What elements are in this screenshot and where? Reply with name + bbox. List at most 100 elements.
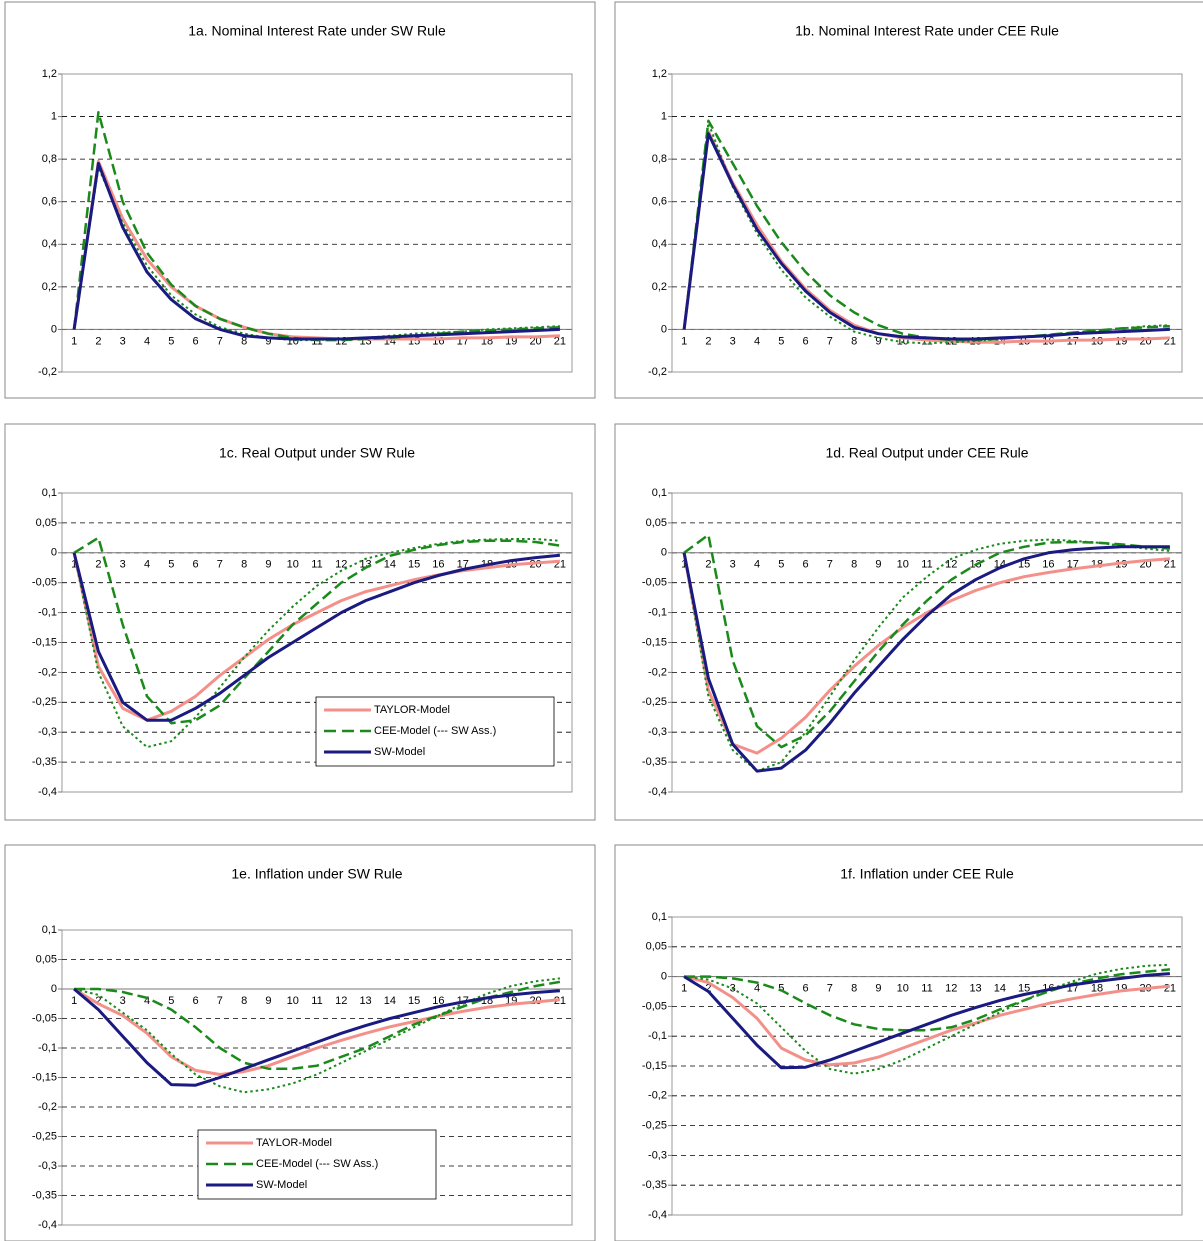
x-tick-label: 7	[827, 335, 833, 347]
x-tick-label: 9	[265, 559, 271, 571]
y-tick-label: 1	[51, 110, 57, 122]
y-tick-label: 0,4	[42, 238, 57, 250]
x-tick-label: 2	[705, 559, 711, 571]
series-line	[684, 968, 1171, 1032]
x-tick-label: 1	[681, 983, 687, 995]
y-tick-label: -0,2	[648, 1090, 667, 1102]
x-tick-label: 7	[217, 335, 223, 347]
y-tick-label: -0,35	[32, 1189, 57, 1201]
y-tick-label: 0	[51, 547, 57, 559]
series-line	[683, 975, 1171, 1067]
x-tick-label: 7	[827, 559, 833, 571]
x-tick-label: 3	[120, 335, 126, 347]
y-tick-label: -0,3	[648, 1149, 667, 1161]
y-tick-label: 0,6	[42, 196, 57, 208]
y-tick-label: -0,15	[32, 1071, 57, 1083]
x-tick-label: 14	[384, 559, 396, 571]
x-tick-label: 21	[1164, 559, 1176, 571]
x-tick-label: 6	[803, 335, 809, 347]
x-tick-label: 10	[287, 995, 299, 1007]
y-tick-label: 0,1	[652, 487, 667, 499]
x-tick-label: 2	[95, 335, 101, 347]
y-tick-label: -0,4	[38, 786, 57, 798]
x-tick-label: 1	[71, 559, 77, 571]
y-tick-label: 0,2	[42, 281, 57, 293]
y-tick-label: 0,2	[652, 281, 667, 293]
x-tick-label: 19	[1115, 335, 1127, 347]
x-tick-label: 5	[168, 335, 174, 347]
y-tick-label: -0,15	[642, 636, 667, 648]
x-tick-label: 1	[681, 335, 687, 347]
series-line	[73, 538, 560, 749]
x-tick-label: 9	[875, 559, 881, 571]
x-tick-label: 8	[851, 335, 857, 347]
x-tick-label: 8	[241, 559, 247, 571]
x-tick-label: 21	[1164, 983, 1176, 995]
chart-title: 1a. Nominal Interest Rate under SW Rule	[188, 23, 446, 39]
legend-label: TAYLOR-Model	[374, 704, 450, 716]
x-tick-label: 12	[945, 559, 957, 571]
y-tick-label: -0,35	[32, 756, 57, 768]
series-line	[72, 552, 561, 722]
x-tick-label: 3	[120, 559, 126, 571]
x-tick-label: 4	[754, 559, 760, 571]
x-tick-label: 2	[705, 335, 711, 347]
series-line	[683, 972, 1171, 1070]
x-tick-label: 13	[969, 983, 981, 995]
x-tick-label: 9	[265, 995, 271, 1007]
x-tick-label: 1	[71, 995, 77, 1007]
y-tick-label: -0,3	[38, 726, 57, 738]
x-tick-label: 10	[897, 559, 909, 571]
plot-area	[61, 73, 573, 373]
y-tick-label: -0,1	[648, 1030, 667, 1042]
y-tick-label: -0,05	[32, 577, 57, 589]
y-tick-label: 0,1	[652, 911, 667, 923]
legend-label: SW-Model	[256, 1179, 307, 1191]
y-tick-label: 1,2	[652, 68, 667, 80]
y-tick-label: 0,8	[652, 153, 667, 165]
x-tick-label: 1	[71, 335, 77, 347]
x-tick-label: 11	[311, 995, 322, 1007]
y-tick-label: 1,2	[42, 68, 57, 80]
x-tick-label: 15	[408, 995, 420, 1007]
series-line	[74, 980, 561, 1070]
y-tick-label: -0,3	[38, 1160, 57, 1172]
x-tick-label: 9	[875, 335, 881, 347]
x-tick-label: 6	[193, 559, 199, 571]
y-tick-label: -0,1	[38, 1042, 57, 1054]
x-tick-label: 5	[778, 559, 784, 571]
y-tick-label: -0,05	[642, 1000, 667, 1012]
x-tick-label: 21	[554, 335, 566, 347]
x-tick-label: 9	[875, 983, 881, 995]
x-tick-label: 4	[144, 335, 150, 347]
legend-label: SW-Model	[374, 746, 425, 758]
legend-label: CEE-Model (--- SW Ass.)	[374, 725, 496, 737]
x-tick-label: 15	[1018, 983, 1030, 995]
y-tick-label: 0	[51, 323, 57, 335]
y-tick-label: 0,05	[646, 941, 667, 953]
x-tick-label: 3	[730, 335, 736, 347]
y-tick-label: -0,2	[38, 366, 57, 378]
x-tick-label: 4	[144, 559, 150, 571]
y-tick-label: -0,25	[642, 1120, 667, 1132]
y-tick-label: -0,25	[32, 696, 57, 708]
x-tick-label: 5	[778, 983, 784, 995]
series-line	[683, 122, 1170, 345]
y-tick-label: -0,25	[642, 696, 667, 708]
x-tick-label: 15	[408, 559, 420, 571]
y-tick-label: -0,2	[38, 666, 57, 678]
series-line	[682, 130, 1170, 344]
x-tick-label: 4	[754, 983, 760, 995]
y-tick-label: -0,05	[642, 577, 667, 589]
y-tick-label: 0	[661, 323, 667, 335]
x-tick-label: 4	[144, 995, 150, 1007]
x-tick-label: 6	[193, 335, 199, 347]
y-tick-label: -0,2	[648, 666, 667, 678]
x-tick-label: 16	[432, 995, 444, 1007]
y-tick-label: 0,1	[42, 487, 57, 499]
y-tick-label: 0	[51, 983, 57, 995]
x-tick-label: 9	[265, 335, 271, 347]
x-tick-label: 12	[945, 983, 957, 995]
chart-title: 1c. Real Output under SW Rule	[219, 445, 415, 461]
